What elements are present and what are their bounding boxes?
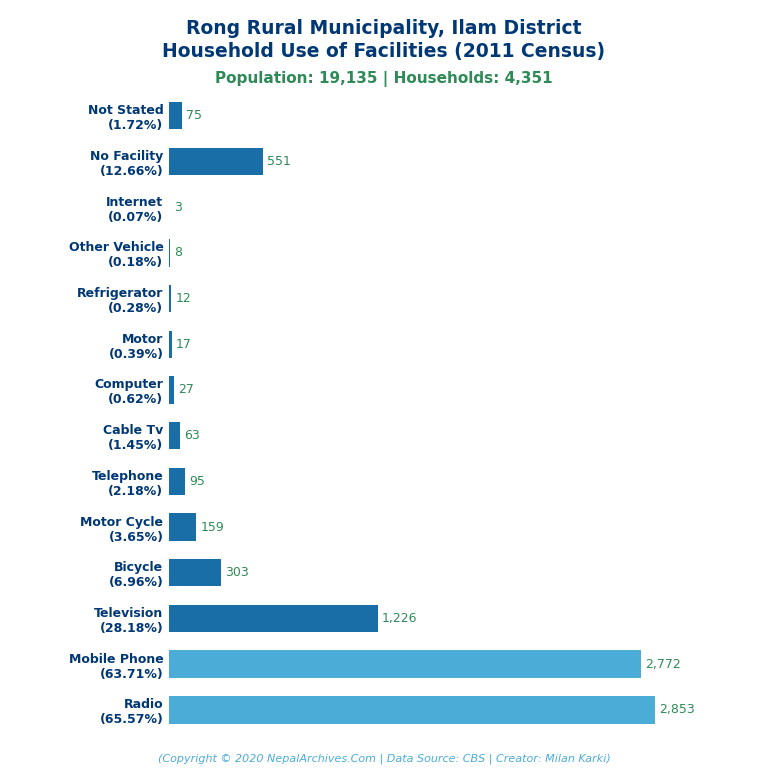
Bar: [169, 559, 220, 587]
Text: 27: 27: [178, 383, 194, 396]
Text: 17: 17: [176, 338, 192, 351]
Text: 551: 551: [267, 155, 291, 168]
Text: 3: 3: [174, 200, 181, 214]
Bar: [169, 696, 655, 723]
Text: Household Use of Facilities (2011 Census): Household Use of Facilities (2011 Census…: [163, 42, 605, 61]
Bar: [169, 650, 641, 678]
Text: (Copyright © 2020 NepalArchives.Com | Data Source: CBS | Creator: Milan Karki): (Copyright © 2020 NepalArchives.Com | Da…: [157, 753, 611, 764]
Text: 159: 159: [200, 521, 224, 534]
Text: 2,772: 2,772: [646, 657, 681, 670]
Bar: [169, 604, 378, 632]
Bar: [169, 376, 174, 404]
Text: Rong Rural Municipality, Ilam District: Rong Rural Municipality, Ilam District: [187, 19, 581, 38]
Bar: [169, 468, 185, 495]
Bar: [169, 513, 196, 541]
Text: 303: 303: [225, 566, 249, 579]
Bar: [169, 147, 263, 175]
Text: Population: 19,135 | Households: 4,351: Population: 19,135 | Households: 4,351: [215, 71, 553, 87]
Text: 63: 63: [184, 429, 200, 442]
Text: 2,853: 2,853: [660, 703, 695, 717]
Bar: [169, 102, 182, 130]
Bar: [169, 422, 180, 449]
Text: 12: 12: [175, 292, 191, 305]
Text: 1,226: 1,226: [382, 612, 418, 625]
Text: 95: 95: [190, 475, 205, 488]
Bar: [169, 285, 171, 313]
Bar: [169, 330, 172, 358]
Bar: [169, 239, 170, 266]
Text: 8: 8: [174, 247, 183, 260]
Text: 75: 75: [186, 109, 202, 122]
